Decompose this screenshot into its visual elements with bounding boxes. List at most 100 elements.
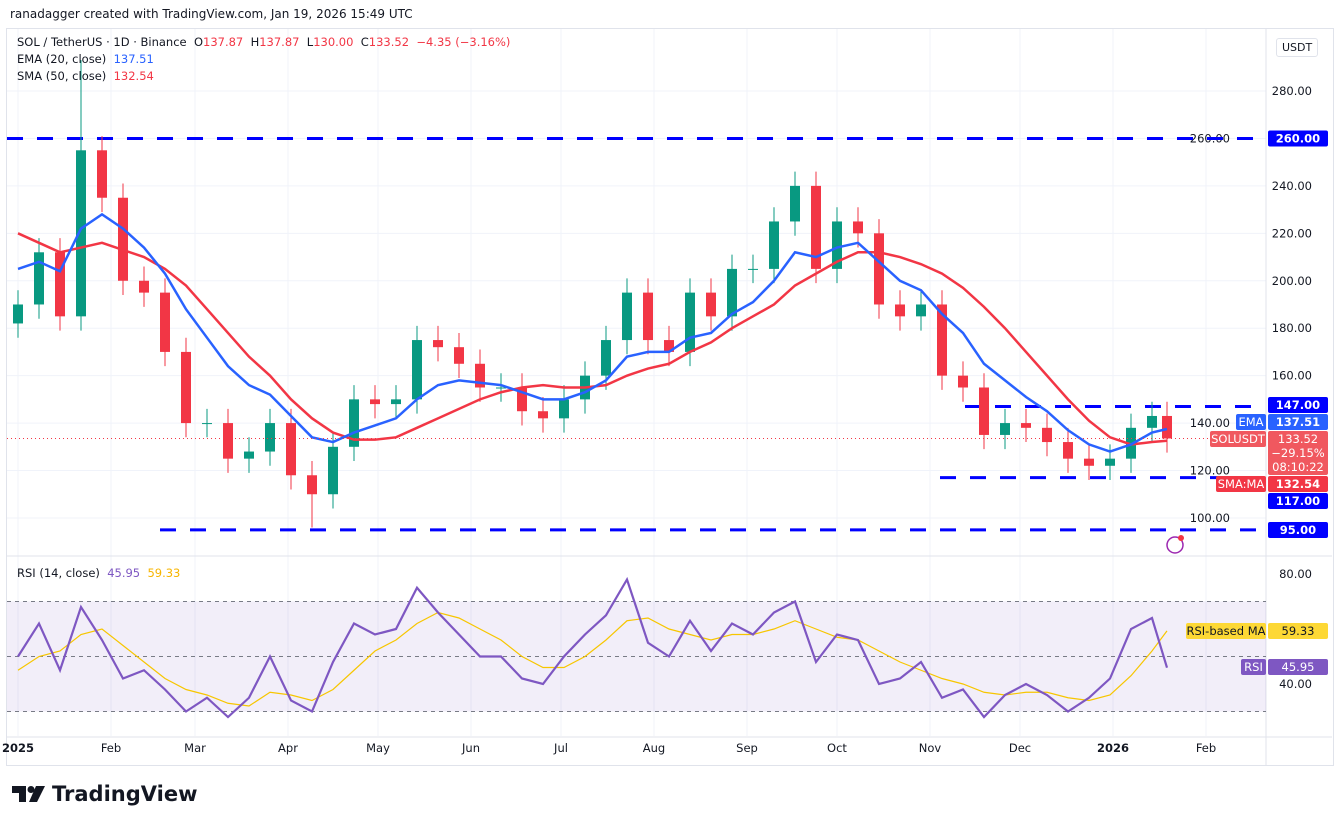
change-value: −4.35 (−3.16%) <box>416 35 511 49</box>
sma-value: 132.54 <box>113 69 154 83</box>
rsi-tag-bg <box>1268 659 1328 675</box>
rsi-value: 45.95 <box>107 566 141 580</box>
logo-text: TradingView <box>52 782 198 806</box>
level-price-tag: 147.00 <box>1276 398 1320 412</box>
x-tick-label: Mar <box>184 741 206 755</box>
x-tick-label: Apr <box>278 741 298 755</box>
rsi-ma-name: RSI-based MA <box>1187 624 1266 638</box>
rsi-tick-label: 40.00 <box>1279 677 1312 691</box>
y-tick-label: 280.00 <box>1272 84 1312 98</box>
candle <box>454 347 464 364</box>
symbol-name-tag: SOLUSDT <box>1211 432 1266 446</box>
symbol-legend: SOL / TetherUS · 1D · Binance O 137.87 H 1… <box>17 35 510 49</box>
level-price-tag: 95.00 <box>1280 523 1316 537</box>
rsi-tick-label: 80.00 <box>1279 567 1312 581</box>
candle <box>1105 458 1115 466</box>
candle <box>1000 423 1010 435</box>
rsi-legend[interactable]: RSI (14, close) 45.95 59.33 <box>17 566 180 580</box>
symbol-name[interactable]: SOL / TetherUS · 1D · Binance <box>17 35 187 49</box>
x-tick-label: 2025 <box>2 741 34 755</box>
candle <box>286 423 296 476</box>
candle <box>328 446 338 495</box>
candle <box>181 351 191 424</box>
ema-name-tag: EMA <box>1238 415 1263 429</box>
x-tick-label: Feb <box>1196 741 1216 755</box>
high-value: 137.87 <box>259 35 300 49</box>
sma-price-tag: 132.54 <box>1276 477 1320 491</box>
candle <box>538 411 548 419</box>
candle <box>391 399 401 405</box>
close-value: 133.52 <box>368 35 410 49</box>
rsi-tag: 45.95 <box>1282 660 1315 674</box>
candle <box>202 423 212 425</box>
ema-price-tag-bg <box>1268 414 1328 430</box>
candle <box>412 340 422 400</box>
sma-legend[interactable]: SMA (50, close) 132.54 <box>17 69 154 83</box>
rsi-band <box>7 601 1266 712</box>
currency-button[interactable]: USDT <box>1276 38 1319 57</box>
candle <box>601 340 611 376</box>
level-price-tag: 117.00 <box>1276 494 1320 508</box>
candle <box>706 292 716 317</box>
sma-name-tag: SMA:MA <box>1218 477 1265 491</box>
x-tick-label: Dec <box>1009 741 1031 755</box>
last-price-tag-line: 133.52 <box>1278 432 1318 446</box>
rsi-ma-tag-bg <box>1268 623 1328 639</box>
symbol-name-tag-bg <box>1210 431 1266 447</box>
candle <box>979 387 989 435</box>
candle <box>370 399 380 405</box>
open-label: O <box>193 35 203 49</box>
ema-line <box>17 212 1168 453</box>
rsi-name: RSI <box>1244 660 1263 674</box>
ema-value: 137.51 <box>113 52 154 66</box>
candle <box>685 292 695 352</box>
y-tick-label: 220.00 <box>1272 226 1312 240</box>
x-tick-label: May <box>366 741 390 755</box>
candle <box>895 304 905 317</box>
alert-badge-icon <box>1178 535 1184 541</box>
candle <box>307 475 317 495</box>
y-tick-label: 140.00 <box>1190 416 1230 430</box>
tradingview-logo[interactable]: TradingView <box>12 782 197 806</box>
level-price-tag-bg <box>1268 397 1328 413</box>
candle <box>349 399 359 447</box>
chart-credit: ranadagger created with TradingView.com,… <box>10 7 413 21</box>
candle <box>853 221 863 234</box>
rsi-name-bg <box>1241 659 1266 675</box>
last-price-tag-bg <box>1268 431 1328 475</box>
x-tick-label: Feb <box>101 741 121 755</box>
high-label: H <box>250 35 260 49</box>
candle <box>811 185 821 269</box>
candle <box>139 280 149 293</box>
candle <box>76 150 86 317</box>
candle <box>748 268 758 270</box>
x-tick-label: Oct <box>827 741 847 755</box>
candle <box>1042 427 1052 443</box>
y-tick-label: 200.00 <box>1272 274 1312 288</box>
y-tick-label: 100.00 <box>1190 511 1230 525</box>
candle <box>475 363 485 388</box>
candle <box>1063 442 1073 459</box>
y-tick-label: 180.00 <box>1272 321 1312 335</box>
ema-name-tag-bg <box>1236 414 1266 430</box>
candle <box>559 399 569 419</box>
candle <box>874 233 884 305</box>
tradingview-logo-icon <box>12 786 45 802</box>
sma-label: SMA (50, close) <box>17 69 107 83</box>
candle <box>433 340 443 348</box>
ema-legend[interactable]: EMA (20, close) 137.51 <box>17 52 154 66</box>
rsi-line <box>17 576 1169 719</box>
last-price-tag-line: 08:10:22 <box>1272 460 1324 474</box>
candle <box>958 375 968 388</box>
candle <box>664 340 674 352</box>
candle <box>244 451 254 459</box>
candle <box>97 150 107 198</box>
candle <box>937 304 947 376</box>
x-tick-label: 2026 <box>1097 741 1129 755</box>
candle <box>1021 423 1031 428</box>
y-tick-label: 120.00 <box>1190 464 1230 478</box>
close-label: C <box>360 35 369 49</box>
candle <box>55 252 65 317</box>
y-tick-label: 160.00 <box>1272 369 1312 383</box>
